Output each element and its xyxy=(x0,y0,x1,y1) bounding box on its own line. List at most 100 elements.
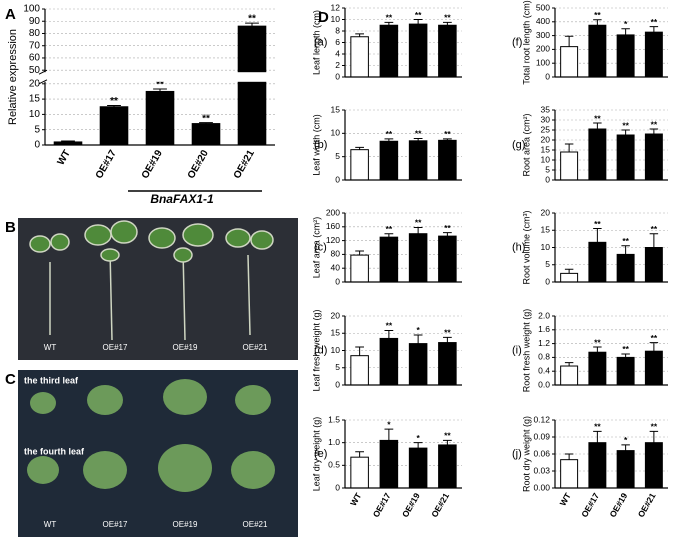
significance: ** xyxy=(622,344,629,354)
error-bar xyxy=(593,346,602,353)
y-tick-label: 5 xyxy=(545,259,550,269)
y-tick-label: 5 xyxy=(545,164,550,174)
error-bar xyxy=(384,138,394,142)
x-tick-label: OE#17 xyxy=(579,491,601,519)
y-axis-label: Root dry weight (g) xyxy=(521,416,531,492)
significance: ** xyxy=(444,129,451,139)
y-tick-label: 10 xyxy=(331,14,341,24)
y-tick-label: 5 xyxy=(335,151,340,161)
y-axis-label: Leaf dry weight (g) xyxy=(311,417,321,492)
panel-label: (b) xyxy=(314,139,327,151)
bar xyxy=(438,342,457,386)
y-tick-label: 120 xyxy=(326,235,340,245)
significance: ** xyxy=(594,10,601,20)
x-tick-label: OE#21 xyxy=(429,491,451,519)
y-tick-label: 500 xyxy=(536,2,550,12)
y-tick-label: 100 xyxy=(536,57,550,67)
significance: ** xyxy=(386,321,393,331)
bar xyxy=(350,254,369,283)
significance: ** xyxy=(651,422,658,432)
y-tick-label: 20 xyxy=(541,207,551,217)
y-tick-label: 10 xyxy=(541,242,551,252)
x-tick-label: WT xyxy=(348,490,364,507)
x-tick-label: OE#21 xyxy=(636,491,658,519)
significance: ** xyxy=(156,80,164,91)
bar xyxy=(408,343,428,386)
y-tick-label: 70 xyxy=(29,40,41,51)
bar xyxy=(588,128,607,181)
y-tick-label: 0.12 xyxy=(533,414,550,424)
y-tick-label: 20 xyxy=(541,134,551,144)
y-tick-label: 20 xyxy=(331,310,341,320)
significance: ** xyxy=(651,17,658,27)
significance: ** xyxy=(444,431,451,441)
y-tick-label: 1.2 xyxy=(538,338,550,348)
error-bar xyxy=(593,430,602,443)
panel-letter: D xyxy=(318,9,329,26)
panel-label: (d) xyxy=(314,344,327,356)
bar xyxy=(616,450,635,489)
bar xyxy=(350,36,369,78)
bar xyxy=(560,151,579,181)
y-tick-label: 0.06 xyxy=(533,448,550,458)
y-tick-label: 25 xyxy=(541,124,551,134)
bar xyxy=(438,24,457,78)
significance: ** xyxy=(415,218,422,228)
y-tick-label: 0 xyxy=(335,482,340,492)
y-tick-label: 15 xyxy=(331,328,341,338)
bar xyxy=(408,140,428,181)
significance: ** xyxy=(202,113,210,124)
y-tick-label: 0.09 xyxy=(533,431,550,441)
panel-label: (g) xyxy=(512,139,525,151)
bar xyxy=(99,106,129,146)
bar xyxy=(237,25,267,146)
y-tick-label: 0 xyxy=(335,71,340,81)
bar xyxy=(438,139,457,181)
y-tick-label: 5 xyxy=(34,124,40,135)
bar xyxy=(408,23,428,78)
error-bar xyxy=(107,105,121,107)
error-bar xyxy=(245,22,259,27)
panel-label: (h) xyxy=(512,241,525,253)
error-bar xyxy=(355,451,365,458)
plant-drawings xyxy=(29,220,274,341)
bar xyxy=(588,442,607,489)
significance: * xyxy=(416,325,420,335)
x-tick-label: WT xyxy=(56,148,73,167)
y-tick-label: 10 xyxy=(331,128,341,138)
y-tick-label: 90 xyxy=(29,16,41,27)
significance: ** xyxy=(415,129,422,139)
error-bar xyxy=(649,430,659,443)
panel-letter: C xyxy=(5,371,16,388)
y-tick-label: 0 xyxy=(34,140,40,151)
significance: * xyxy=(624,19,628,29)
error-bar xyxy=(593,19,602,26)
error-bar xyxy=(355,346,365,356)
bar xyxy=(191,123,221,146)
panel-label: A xyxy=(5,6,16,23)
y-tick-label: 0 xyxy=(545,71,550,81)
significance: ** xyxy=(651,333,658,343)
error-bar xyxy=(413,226,423,234)
bar xyxy=(588,24,607,78)
y-tick-label: 1.0 xyxy=(328,437,340,447)
bar xyxy=(616,356,635,386)
x-tick-label: WT xyxy=(558,490,574,507)
error-bar xyxy=(153,88,167,92)
y-tick-label: 0 xyxy=(335,276,340,286)
y-tick-label: 0.0 xyxy=(538,379,550,389)
y-tick-label: 15 xyxy=(29,94,41,105)
y-axis-label: Leaf width (cm) xyxy=(311,114,321,176)
y-tick-label: 50 xyxy=(29,65,41,76)
significance: ** xyxy=(594,422,601,432)
y-tick-label: 30 xyxy=(541,114,551,124)
y-tick-label: 300 xyxy=(536,30,550,40)
bar xyxy=(350,149,369,181)
y-tick-label: 2.0 xyxy=(538,310,550,320)
error-bar xyxy=(355,146,365,150)
error-bar xyxy=(442,232,452,237)
y-tick-label: 80 xyxy=(29,28,41,39)
significance: ** xyxy=(444,13,451,23)
bar xyxy=(616,34,635,78)
